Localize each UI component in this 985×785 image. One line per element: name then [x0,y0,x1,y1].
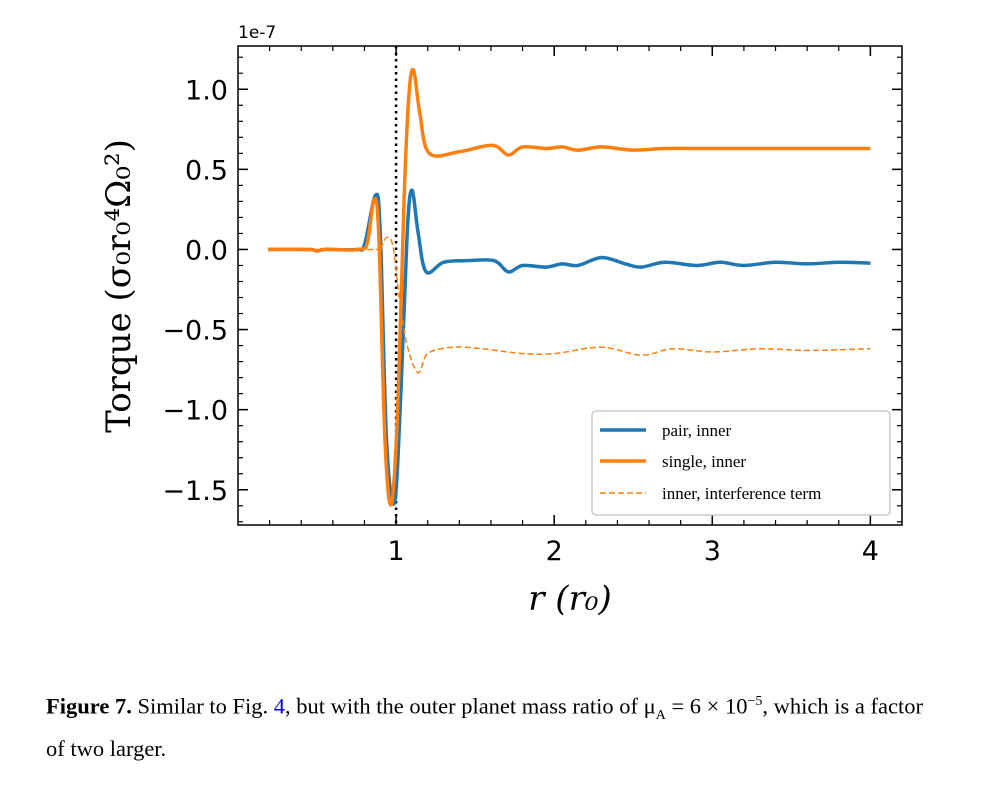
legend-label-single: single, inner [662,452,746,471]
x-tick-label: 2 [546,536,563,567]
caption-subscript: A [655,708,666,723]
plot-area [268,46,871,525]
figure-link[interactable]: 4 [273,693,285,719]
figure-caption: Figure 7. Similar to Fig. 4, but with th… [46,685,946,765]
y-tick-label: −0.5 [162,316,228,347]
legend-frame [591,410,891,516]
axes-frame [237,45,903,526]
legend-label-interference: inner, interference term [662,484,821,503]
caption-text-end: , which is a factor of two larger. [46,693,923,762]
y-axis-label: Torque (σ₀r₀⁴Ω₀²) [99,139,139,433]
y-tick-label: 0.0 [185,235,228,266]
y-offset-label: 1e-7 [238,23,276,43]
series-line-single-inner [268,67,871,507]
y-tick-label: 1.0 [185,75,228,106]
y-tick-label: −1.5 [162,476,228,507]
x-tick-label: 4 [862,536,879,567]
caption-superscript: −5 [747,694,763,709]
axes: 1 2 3 4 1.0 0.5 0.0 −0.5 −1.0 −1.5 [162,45,903,567]
x-tick-label: 3 [704,536,721,567]
torque-chart: 1 2 3 4 1.0 0.5 0.0 −0.5 −1.0 −1.5 1e-7 r (r₀) To… [99,23,903,619]
x-axis-label: r (r₀) [528,579,611,619]
caption-text: Similar to Fig. [131,693,274,719]
legend: pair, inner single, inner inner, interfe… [591,410,891,516]
y-tick-label: 0.5 [185,155,228,186]
y-tick-label: −1.0 [162,396,228,427]
caption-equation: = 6 × 10 [665,693,748,719]
series-line-inner-interference-term [268,236,871,374]
caption-text-2: , but with the outer planet mass ratio o… [284,693,656,719]
x-tick-label: 1 [388,536,405,567]
caption-label: Figure 7. [46,693,132,719]
legend-label-pair: pair, inner [662,421,732,440]
